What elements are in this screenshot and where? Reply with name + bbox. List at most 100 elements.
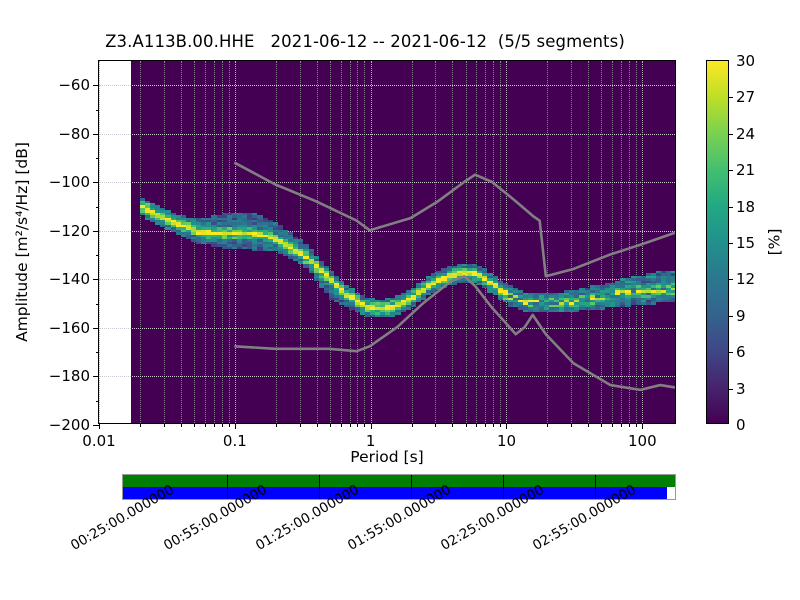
histogram-cell <box>277 224 283 228</box>
histogram-cell <box>349 287 355 291</box>
histogram-cell <box>226 239 232 242</box>
histogram-cell <box>170 219 176 223</box>
histogram-cell <box>221 236 227 240</box>
histogram-cell <box>323 266 329 269</box>
histogram-cell <box>211 217 217 220</box>
histogram-cell <box>180 222 186 225</box>
x-axis-minor-tick <box>636 423 638 427</box>
histogram-cell <box>155 215 161 218</box>
grid-line-vertical <box>435 61 437 423</box>
histogram-cell <box>226 227 232 230</box>
x-axis-tick <box>642 423 644 429</box>
histogram-cell <box>180 232 186 235</box>
x-axis-minor-tick <box>329 423 331 427</box>
grid-line-vertical <box>588 61 590 423</box>
histogram-cell <box>196 224 202 228</box>
histogram-cell <box>308 249 314 252</box>
x-axis-minor-tick <box>465 423 467 427</box>
colorbar-label: [%] <box>762 60 786 424</box>
colorbar-tick-label: 3 <box>736 379 746 398</box>
histogram-cell <box>139 210 145 213</box>
y-axis-minor-tick <box>95 400 99 402</box>
histogram-cell <box>216 234 222 237</box>
histogram-cell <box>206 239 212 242</box>
histogram-cell <box>191 232 197 235</box>
timeline-separator <box>503 487 505 499</box>
histogram-cell <box>221 219 227 223</box>
grid-line-horizontal <box>99 376 675 378</box>
histogram-cell <box>216 222 222 225</box>
x-axis-minor-tick <box>364 423 366 427</box>
y-axis-tick-label: −100 <box>48 173 90 192</box>
histogram-cell <box>170 212 176 216</box>
histogram-cell <box>201 224 207 228</box>
histogram-cell <box>671 292 675 296</box>
colorbar-tick-label: 0 <box>736 416 746 434</box>
histogram-cell <box>150 210 156 213</box>
histogram-cell <box>175 215 181 218</box>
histogram-cell <box>221 222 227 225</box>
histogram-cell <box>216 236 222 240</box>
histogram-cell <box>216 232 222 235</box>
x-axis-minor-tick <box>228 423 230 427</box>
grid-line-vertical <box>357 61 359 423</box>
page-title: Z3.A113B.00.HHE 2021-06-12 -- 2021-06-12… <box>105 32 625 51</box>
x-axis-minor-tick <box>299 423 301 427</box>
timeline-separator <box>319 487 321 499</box>
histogram-cell <box>415 300 421 303</box>
histogram-cell <box>150 207 156 211</box>
grid-line-vertical <box>370 61 372 423</box>
histogram-cell <box>160 215 166 218</box>
histogram-cell <box>451 283 457 286</box>
histogram-cell <box>226 246 232 250</box>
y-axis-tick-label: −80 <box>58 124 90 143</box>
colorbar-tick <box>728 352 733 354</box>
histogram-cell <box>211 244 217 247</box>
histogram-cell <box>160 222 166 225</box>
x-axis-minor-tick <box>163 423 165 427</box>
ppsd-plot-area[interactable]: −60 −80 −100 −120 −140 −160 −180 −200 0.01 0.1 1 1… <box>49 60 676 450</box>
timeline-row-data <box>123 475 675 487</box>
histogram-cell <box>185 229 191 233</box>
x-axis-tick <box>99 423 100 429</box>
histogram-cell <box>211 239 217 242</box>
grid-line-vertical <box>493 61 495 423</box>
y-axis-tick-label: −200 <box>48 416 90 434</box>
colorbar-tick <box>728 97 733 99</box>
histogram-cell <box>221 217 227 220</box>
histogram-cell <box>175 217 181 220</box>
histogram-cell <box>185 222 191 225</box>
histogram-cell <box>196 229 202 233</box>
histogram-cell <box>216 217 222 220</box>
histogram-cell <box>216 244 222 247</box>
histogram-cell <box>145 217 151 220</box>
histogram-cell <box>175 232 181 235</box>
histogram-cell <box>206 227 212 230</box>
timeline-separator <box>503 475 505 487</box>
histogram-cell <box>221 215 227 218</box>
y-axis-tick <box>93 133 99 135</box>
histogram-cell <box>226 217 232 220</box>
segment-timeline[interactable] <box>122 474 676 500</box>
y-axis-label-text: Amplitude [m²/s⁴/Hz] [dB] <box>13 142 32 342</box>
timeline-separator <box>595 487 597 499</box>
x-axis-minor-tick <box>316 423 318 427</box>
histogram-cell <box>185 219 191 223</box>
x-axis-tick-label: 0.1 <box>222 432 247 450</box>
histogram-cell <box>165 212 171 216</box>
x-axis-tick-label: 100 <box>627 432 657 450</box>
histogram-cell <box>185 227 191 230</box>
y-axis-minor-tick <box>95 303 99 305</box>
x-axis-minor-tick <box>340 423 342 427</box>
colorbar[interactable]: 30 27 24 21 18 15 12 9 6 3 0 <box>706 52 755 434</box>
colorbar-tick-label: 12 <box>736 270 756 289</box>
y-axis-tick <box>93 85 99 87</box>
y-axis-tick <box>93 182 99 184</box>
histogram-cell <box>191 227 197 230</box>
grid-line-vertical <box>452 61 454 423</box>
histogram-cell <box>226 244 232 247</box>
histogram-cell <box>160 217 166 220</box>
grid-line-vertical <box>612 61 614 423</box>
histogram-cell <box>226 236 232 240</box>
colorbar-tick-label: 27 <box>736 88 756 107</box>
